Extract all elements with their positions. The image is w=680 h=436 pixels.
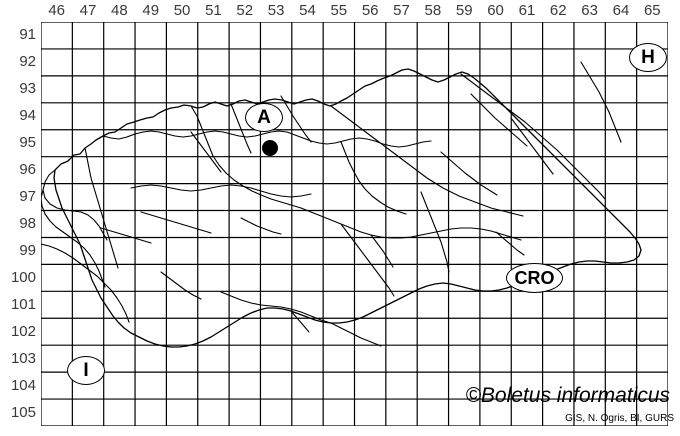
grid-column-label: 62 — [549, 2, 567, 19]
map-canvas — [41, 22, 668, 426]
grid-column-label: 58 — [424, 2, 442, 19]
river-sora — [190, 131, 222, 173]
grid-column-label: 60 — [487, 2, 504, 19]
occurrence-point — [262, 140, 278, 156]
grid-row-label: 102 — [10, 322, 36, 340]
data-source-credit: GIS, N. Ogris, BI, GURS — [565, 413, 674, 424]
grid-column-label: 46 — [48, 2, 66, 19]
border-coastline — [41, 243, 130, 323]
river-savinja — [340, 141, 407, 215]
river-meza — [280, 95, 312, 143]
river-rinza — [290, 310, 310, 333]
grid-column-label: 61 — [518, 2, 536, 19]
grid-column-label: 51 — [205, 2, 222, 19]
grid-row-label: 93 — [19, 80, 36, 98]
grid-row-label: 100 — [10, 268, 36, 286]
river-bistrica — [495, 231, 525, 256]
grid-column-label: 55 — [330, 2, 348, 19]
country-badge-austria: A — [245, 103, 283, 132]
slovenia-borders-and-rivers — [41, 61, 642, 348]
grid-column-label: 63 — [581, 2, 598, 19]
country-outline — [53, 68, 642, 348]
river-kolpa — [220, 291, 332, 324]
grid-column-label: 56 — [361, 2, 379, 19]
grid-column-label: 53 — [267, 2, 285, 19]
grid-column-label: 49 — [142, 2, 160, 19]
grid-row-label: 96 — [19, 161, 36, 179]
river-dravinja — [440, 151, 498, 196]
map-vector-layer — [41, 22, 668, 426]
river-sotla — [420, 191, 450, 273]
river-reka — [160, 271, 202, 300]
grid-column-label: 47 — [79, 2, 97, 19]
grid-row-label: 105 — [10, 403, 36, 421]
river-soca — [84, 147, 119, 269]
grid-lines — [41, 22, 668, 426]
river-scavnica — [510, 117, 554, 175]
grid-column-label: 57 — [393, 2, 410, 19]
grid-column-label: 59 — [455, 2, 473, 19]
border-nw — [42, 169, 108, 241]
grid-row-label: 95 — [19, 134, 36, 152]
river-vipava — [100, 227, 152, 244]
ridge-central — [130, 184, 312, 198]
grid-column-label: 54 — [299, 2, 316, 19]
grid-column-label: 52 — [236, 2, 254, 19]
country-badge-croatia: CRO — [506, 263, 563, 293]
river-drava — [330, 105, 524, 217]
country-badge-italy: I — [67, 356, 105, 385]
grid-row-label: 99 — [19, 241, 36, 259]
country-badge-hungary: H — [629, 43, 667, 72]
grid-row-label: 91 — [19, 26, 36, 44]
copyright-credit: ©Boletus informaticus — [465, 384, 670, 407]
grid-row-label: 92 — [19, 53, 36, 71]
river-sava — [190, 105, 522, 241]
river-temenica — [370, 234, 394, 268]
ridge-north — [102, 130, 432, 148]
grid-column-label: 64 — [612, 2, 630, 19]
river-lower-kolpa — [330, 322, 382, 347]
grid-column-label: 48 — [111, 2, 128, 19]
grid-column-label: 50 — [173, 2, 191, 19]
grid-row-label: 98 — [19, 215, 36, 232]
grid-row-label: 94 — [19, 107, 36, 125]
grid-row-label: 97 — [19, 188, 36, 206]
river-mura — [460, 73, 606, 200]
grid-row-label: 101 — [10, 295, 36, 313]
grid-row-label: 104 — [10, 376, 36, 394]
grid-row-label: 103 — [10, 349, 36, 367]
river-idrijca — [140, 211, 212, 234]
grid-column-label: 65 — [643, 2, 661, 19]
river-kokra — [230, 103, 252, 154]
